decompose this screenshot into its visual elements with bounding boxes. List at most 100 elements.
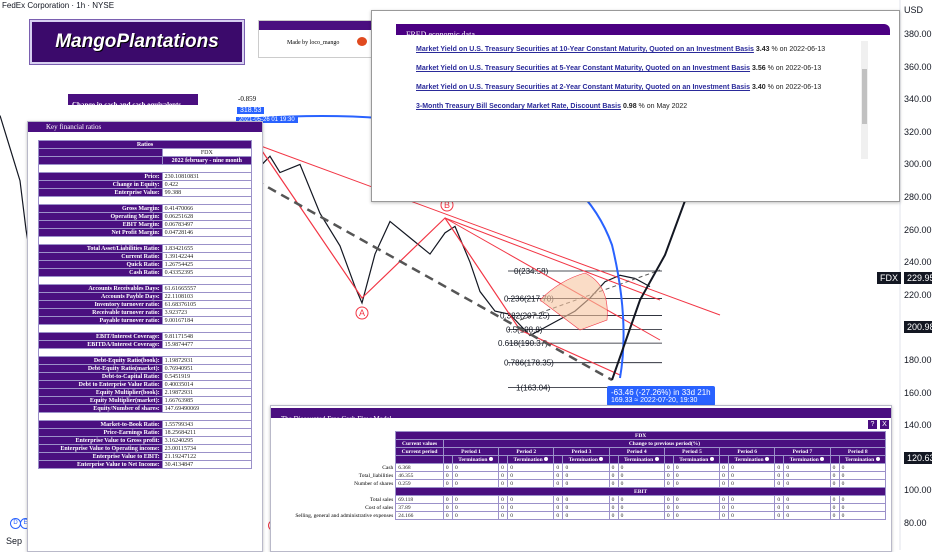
fred-panel[interactable]: FRED economic data Market Yield on U.S. … xyxy=(371,10,900,202)
dcf-cell[interactable]: 0 xyxy=(562,471,610,480)
dcf-row-value[interactable]: 0.259 xyxy=(395,479,444,488)
dcf-cell[interactable]: 0 xyxy=(507,479,555,488)
dcf-cell[interactable]: 0 xyxy=(672,495,721,504)
key-ratios-panel[interactable]: Key financial ratios Ratios FDX 2022 feb… xyxy=(27,121,263,552)
fred-item-link[interactable]: 3-Month Treasury Bill Secondary Market R… xyxy=(416,103,622,110)
radio-icon[interactable] xyxy=(709,456,714,461)
dcf-cell[interactable]: 0 xyxy=(774,471,785,480)
dcf-cell[interactable]: 0 xyxy=(608,479,619,488)
dcf-termination[interactable]: Termination xyxy=(507,455,555,464)
dcf-cell[interactable]: 0 xyxy=(838,503,887,512)
fred-scrollbar[interactable] xyxy=(861,41,868,159)
radio-icon[interactable] xyxy=(654,456,659,461)
dcf-cell[interactable]: 0 xyxy=(498,511,509,520)
dcf-cell[interactable]: 0 xyxy=(728,503,776,512)
dcf-cell[interactable]: 0 xyxy=(507,511,555,520)
dcf-cell[interactable]: 0 xyxy=(451,479,500,488)
dcf-cell[interactable]: 0 xyxy=(617,495,665,504)
dcf-cell[interactable]: 0 xyxy=(562,463,610,472)
dcf-cell[interactable]: 0 xyxy=(719,511,730,520)
dcf-termination[interactable]: Termination xyxy=(838,455,887,464)
dcf-cell[interactable]: 0 xyxy=(553,463,564,472)
dcf-cell[interactable]: 0 xyxy=(562,495,610,504)
radio-icon[interactable] xyxy=(544,456,549,461)
dcf-cell[interactable]: 0 xyxy=(719,471,730,480)
dcf-cell[interactable]: 0 xyxy=(617,511,665,520)
dcf-cell[interactable]: 0 xyxy=(838,471,887,480)
dcf-cell[interactable]: 0 xyxy=(838,463,887,472)
fred-item-link[interactable]: Market Yield on U.S. Treasury Securities… xyxy=(416,65,751,72)
dcf-cell[interactable]: 0 xyxy=(783,463,831,472)
dcf-cell[interactable]: 0 xyxy=(617,463,665,472)
dcf-cell[interactable]: 0 xyxy=(672,503,721,512)
dcf-cell[interactable]: 0 xyxy=(498,463,509,472)
dcf-cell[interactable]: 0 xyxy=(451,511,500,520)
radio-icon[interactable] xyxy=(820,456,825,461)
dcf-help-button[interactable]: ? xyxy=(868,420,877,429)
dcf-cell[interactable]: 0 xyxy=(442,463,453,472)
dcf-cell[interactable]: 0 xyxy=(562,503,610,512)
dcf-cell[interactable]: 0 xyxy=(672,471,721,480)
dcf-row-value[interactable]: 24.166 xyxy=(395,511,444,520)
dcf-cell[interactable]: 0 xyxy=(728,471,776,480)
dcf-row-value[interactable]: 37.89 xyxy=(395,503,444,512)
dcf-panel[interactable]: The Discounted Free Cash Flow Model ? X … xyxy=(270,405,892,552)
dcf-cell[interactable]: 0 xyxy=(829,511,840,520)
dcf-cell[interactable]: 0 xyxy=(442,495,453,504)
dcf-cell[interactable]: 0 xyxy=(553,471,564,480)
dcf-cell[interactable]: 0 xyxy=(498,479,509,488)
dcf-cell[interactable]: 0 xyxy=(451,503,500,512)
radio-icon[interactable] xyxy=(488,456,493,461)
dcf-termination[interactable]: Termination xyxy=(672,455,721,464)
dcf-cell[interactable]: 0 xyxy=(719,479,730,488)
dcf-cell[interactable]: 0 xyxy=(783,495,831,504)
dcf-cell[interactable]: 0 xyxy=(507,503,555,512)
dcf-cell[interactable]: 0 xyxy=(728,479,776,488)
dcf-cell[interactable]: 0 xyxy=(829,495,840,504)
dcf-cell[interactable]: 0 xyxy=(829,503,840,512)
dcf-termination[interactable]: Termination xyxy=(783,455,831,464)
dcf-cell[interactable]: 0 xyxy=(774,511,785,520)
dcf-cell[interactable]: 0 xyxy=(728,463,776,472)
dcf-row-value[interactable]: 46.355 xyxy=(395,471,444,480)
dcf-cell[interactable]: 0 xyxy=(617,479,665,488)
dcf-cell[interactable]: 0 xyxy=(442,511,453,520)
dcf-cell[interactable]: 0 xyxy=(774,463,785,472)
dcf-cell[interactable]: 0 xyxy=(719,495,730,504)
dcf-cell[interactable]: 0 xyxy=(498,503,509,512)
dcf-cell[interactable]: 0 xyxy=(608,511,619,520)
dcf-cell[interactable]: 0 xyxy=(838,479,887,488)
dcf-cell[interactable]: 0 xyxy=(617,471,665,480)
fred-item-link[interactable]: Market Yield on U.S. Treasury Securities… xyxy=(416,84,751,91)
dcf-cell[interactable]: 0 xyxy=(663,471,674,480)
fred-item-link[interactable]: Market Yield on U.S. Treasury Securities… xyxy=(416,46,754,53)
dcf-cell[interactable]: 0 xyxy=(728,511,776,520)
dcf-cell[interactable]: 0 xyxy=(829,471,840,480)
dcf-termination[interactable]: Termination xyxy=(562,455,610,464)
dcf-cell[interactable]: 0 xyxy=(774,495,785,504)
dcf-row-value[interactable]: 69.118 xyxy=(395,495,444,504)
dcf-cell[interactable]: 0 xyxy=(719,503,730,512)
dcf-cell[interactable]: 0 xyxy=(783,511,831,520)
dcf-cell[interactable]: 0 xyxy=(442,471,453,480)
dcf-cell[interactable]: 0 xyxy=(553,511,564,520)
dcf-cell[interactable]: 0 xyxy=(783,471,831,480)
dcf-cell[interactable]: 0 xyxy=(608,471,619,480)
dcf-termination[interactable]: Termination xyxy=(617,455,665,464)
dcf-cell[interactable]: 0 xyxy=(774,479,785,488)
dcf-cell[interactable]: 0 xyxy=(507,471,555,480)
dcf-cell[interactable]: 0 xyxy=(783,479,831,488)
dcf-cell[interactable]: 0 xyxy=(498,495,509,504)
radio-icon[interactable] xyxy=(599,456,604,461)
dcf-termination[interactable]: Termination xyxy=(451,455,500,464)
dcf-cell[interactable]: 0 xyxy=(663,479,674,488)
dcf-cell[interactable]: 0 xyxy=(783,503,831,512)
dcf-cell[interactable]: 0 xyxy=(608,495,619,504)
dcf-cell[interactable]: 0 xyxy=(442,503,453,512)
dcf-cell[interactable]: 0 xyxy=(608,503,619,512)
dcf-row-value[interactable]: 6.368 xyxy=(395,463,444,472)
dcf-cell[interactable]: 0 xyxy=(451,463,500,472)
dcf-termination[interactable]: Termination xyxy=(728,455,776,464)
dcf-cell[interactable]: 0 xyxy=(663,463,674,472)
fred-scroll-thumb[interactable] xyxy=(862,69,867,124)
